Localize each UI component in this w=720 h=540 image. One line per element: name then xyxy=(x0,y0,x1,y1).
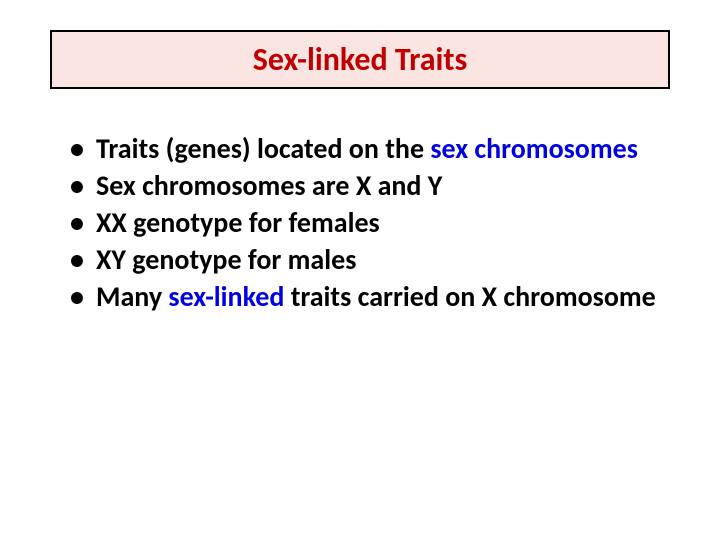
bullet-4: XY genotype for males xyxy=(64,242,670,277)
bullet-2-text-a: Sex chromosomes are xyxy=(96,168,356,203)
bullet-4-text-a: XY genotype xyxy=(96,242,242,277)
bullet-5-text-a: Many xyxy=(96,279,168,314)
bullet-5-text-b: sex-linked xyxy=(168,279,284,314)
bullet-list: Traits (genes) located on the sex chromo… xyxy=(50,131,670,314)
bullet-3: XX genotype for females xyxy=(64,205,670,240)
bullet-1-text-a: Traits (genes) located on the xyxy=(96,131,430,166)
bullet-1-text-b: sex chromosomes xyxy=(430,131,638,166)
title-box: Sex-linked Traits xyxy=(50,30,670,89)
bullet-5: Many sex-linked traits carried on X chro… xyxy=(64,279,670,314)
bullet-2-text-b: X and Y xyxy=(356,168,443,203)
bullet-3-text-a: XX genotype xyxy=(96,205,242,240)
bullet-5-text-c: traits carried on xyxy=(284,279,481,314)
bullet-2: Sex chromosomes are X and Y xyxy=(64,168,670,203)
bullet-1: Traits (genes) located on the sex chromo… xyxy=(64,131,670,166)
bullet-5-text-d: X chromosome xyxy=(482,279,656,314)
bullet-4-text-b: for males xyxy=(242,242,357,277)
slide-title: Sex-linked Traits xyxy=(253,40,468,79)
bullet-3-text-b: for females xyxy=(242,205,379,240)
